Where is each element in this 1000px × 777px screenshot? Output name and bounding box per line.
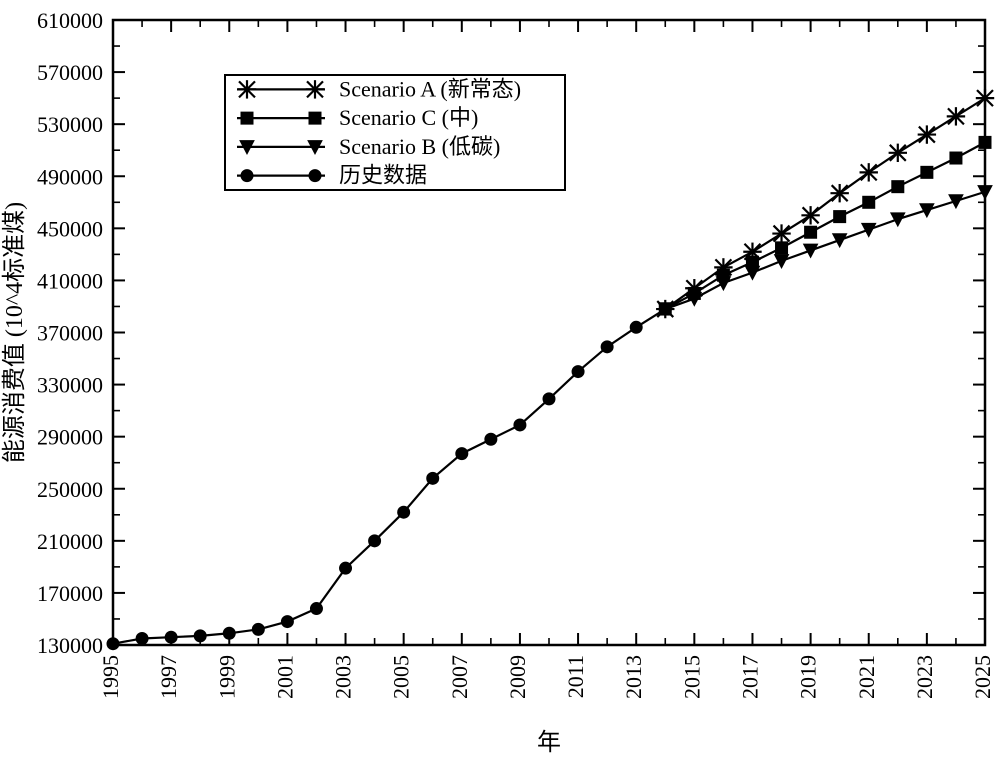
y-tick-label: 610000 (37, 8, 103, 33)
x-tick-label: 2023 (912, 655, 937, 699)
x-tick-label: 1995 (98, 655, 123, 699)
x-tick-label: 1997 (156, 655, 181, 699)
y-tick-label: 370000 (37, 321, 103, 346)
x-tick-label: 2001 (272, 655, 297, 699)
legend-item-label: Scenario C (中) (339, 105, 478, 130)
x-tick-label: 2013 (621, 655, 646, 699)
y-axis-label: 能源消费值 (10^4标准煤) (1, 202, 28, 463)
x-tick-label: 2019 (796, 655, 821, 699)
x-tick-label: 2017 (738, 655, 763, 699)
y-tick-label: 570000 (37, 60, 103, 85)
y-tick-label: 450000 (37, 216, 103, 241)
y-tick-label: 490000 (37, 164, 103, 189)
x-tick-label: 2003 (331, 655, 356, 699)
y-tick-label: 290000 (37, 425, 103, 450)
chart-svg: 130000 170000 210000 250000 290000 330000 3700… (0, 0, 1000, 777)
x-tick-label: 2025 (970, 655, 995, 699)
x-tick-label: 2021 (854, 655, 879, 699)
y-tick-label: 410000 (37, 268, 103, 293)
legend-item-label: Scenario A (新常态) (339, 76, 521, 101)
y-tick-label: 210000 (37, 529, 103, 554)
y-tick-label: 250000 (37, 477, 103, 502)
y-tick-label: 170000 (37, 581, 103, 606)
legend: Scenario A (新常态) Scenario C (中) Scenario B… (225, 75, 565, 190)
y-tick-label: 130000 (37, 633, 103, 658)
y-tick-label: 530000 (37, 112, 103, 137)
x-tick-label: 2011 (563, 655, 588, 698)
x-tick-label: 1999 (214, 655, 239, 699)
series-historical (107, 303, 671, 650)
x-tick-label: 2007 (447, 655, 472, 699)
y-tick-label: 330000 (37, 373, 103, 398)
x-tick-label: 2015 (679, 655, 704, 699)
x-tick-label: 2009 (505, 655, 530, 699)
series-scenarioA (656, 89, 994, 318)
legend-item-label: 历史数据 (339, 163, 427, 188)
x-tick-label: 2005 (389, 655, 414, 699)
series-scenarioC (659, 136, 991, 315)
line-chart: 130000 170000 210000 250000 290000 330000 3700… (0, 0, 1000, 777)
x-axis-label: 年 (537, 729, 561, 756)
legend-item-label: Scenario B (低碳) (339, 134, 500, 159)
